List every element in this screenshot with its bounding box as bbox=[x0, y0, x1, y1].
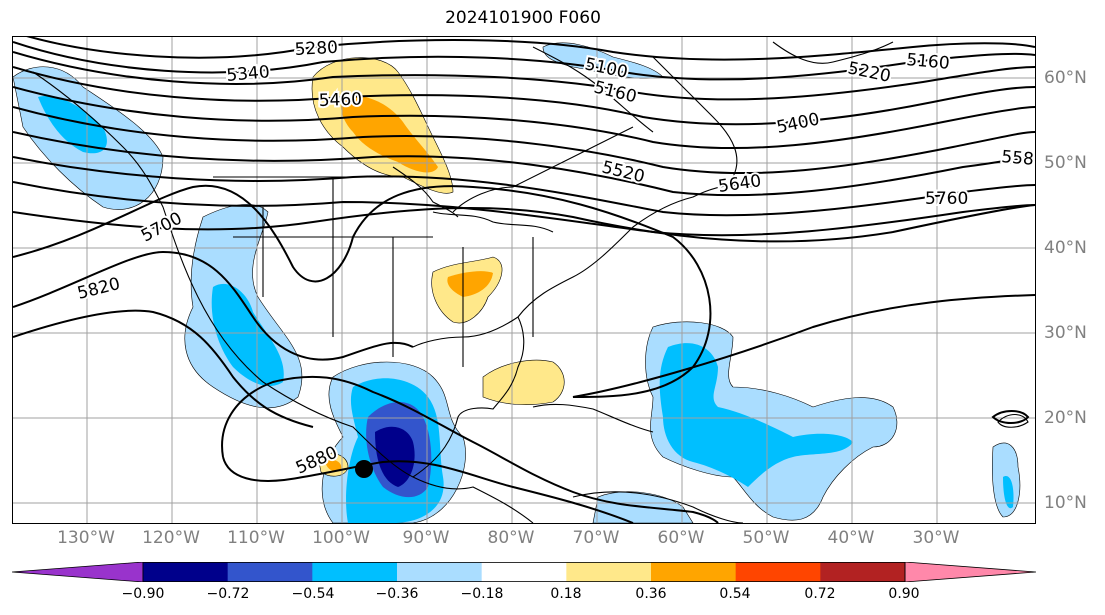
lon-label: 100°W bbox=[312, 528, 370, 548]
coastlines bbox=[32, 41, 1029, 523]
colorbar-tick-label: −0.90 bbox=[121, 586, 165, 602]
contour-label: 5640 bbox=[717, 171, 763, 197]
colorbar-segment bbox=[651, 562, 737, 582]
colorbar-segment bbox=[143, 562, 229, 582]
colorbar bbox=[12, 562, 1036, 582]
colorbar-tick-label: −0.54 bbox=[291, 586, 335, 602]
contour-label: 5220 bbox=[846, 58, 892, 87]
lon-label: 130°W bbox=[57, 528, 115, 548]
colorbar-tick-label: 0.54 bbox=[719, 586, 751, 602]
colorbar-tick-label: 0.90 bbox=[888, 586, 920, 602]
colorbar-segment bbox=[12, 562, 144, 582]
map-title: 2024101900 F060 bbox=[445, 8, 601, 28]
contour-label: 5760 bbox=[925, 189, 968, 209]
colorbar-segment bbox=[227, 562, 313, 582]
lon-label: 80°W bbox=[487, 528, 535, 548]
lon-label: 120°W bbox=[142, 528, 200, 548]
contour-label: 5100 bbox=[583, 54, 629, 83]
lat-label: 50°N bbox=[1044, 153, 1087, 173]
colorbar-tick-label: −0.72 bbox=[206, 586, 250, 602]
contour-label: 5280 bbox=[294, 38, 338, 60]
lon-label: 90°W bbox=[402, 528, 450, 548]
contour-label: 5700 bbox=[138, 208, 186, 246]
colorbar-segment bbox=[566, 562, 652, 582]
storm-center-dot bbox=[355, 460, 373, 478]
colorbar-segment bbox=[820, 562, 906, 582]
lat-label: 20°N bbox=[1044, 408, 1087, 428]
shaded-positive bbox=[311, 57, 565, 477]
lat-label: 10°N bbox=[1044, 493, 1087, 513]
contour-label: 5580 bbox=[1001, 147, 1035, 171]
colorbar-svg bbox=[12, 562, 1036, 582]
lon-label: 40°W bbox=[827, 528, 875, 548]
shaded-blue bbox=[38, 96, 1014, 523]
lon-label: 30°W bbox=[912, 528, 960, 548]
lon-label: 110°W bbox=[227, 528, 285, 548]
colorbar-segment bbox=[397, 562, 483, 582]
gridlines bbox=[13, 37, 1035, 523]
colorbar-tick-label: 0.72 bbox=[804, 586, 836, 602]
lat-label: 60°N bbox=[1044, 68, 1087, 88]
colorbar-segment bbox=[904, 562, 1036, 582]
colorbar-segment bbox=[481, 562, 567, 582]
contour-label: 5460 bbox=[318, 89, 362, 110]
contour-label: 5400 bbox=[775, 109, 821, 138]
colorbar-tick-label: 0.18 bbox=[550, 586, 582, 602]
colorbar-segment bbox=[312, 562, 398, 582]
lon-label: 50°W bbox=[742, 528, 790, 548]
colorbar-tick-label: −0.36 bbox=[375, 586, 419, 602]
lat-label: 40°N bbox=[1044, 238, 1087, 258]
lon-label: 60°W bbox=[657, 528, 705, 548]
contour-label: 5160 bbox=[592, 77, 639, 107]
colorbar-tick-label: −0.18 bbox=[460, 586, 504, 602]
map-panel[interactable]: 5280 5340 5460 5100 5160 5220 5160 5400 5520 5580… bbox=[12, 36, 1036, 524]
lon-label: 70°W bbox=[572, 528, 620, 548]
colorbar-segment bbox=[735, 562, 821, 582]
height-contours bbox=[13, 37, 1035, 523]
colorbar-tick-label: 0.36 bbox=[635, 586, 667, 602]
contour-label: 5160 bbox=[906, 50, 951, 74]
lat-label: 30°N bbox=[1044, 323, 1087, 343]
contour-label: 5340 bbox=[226, 62, 271, 86]
